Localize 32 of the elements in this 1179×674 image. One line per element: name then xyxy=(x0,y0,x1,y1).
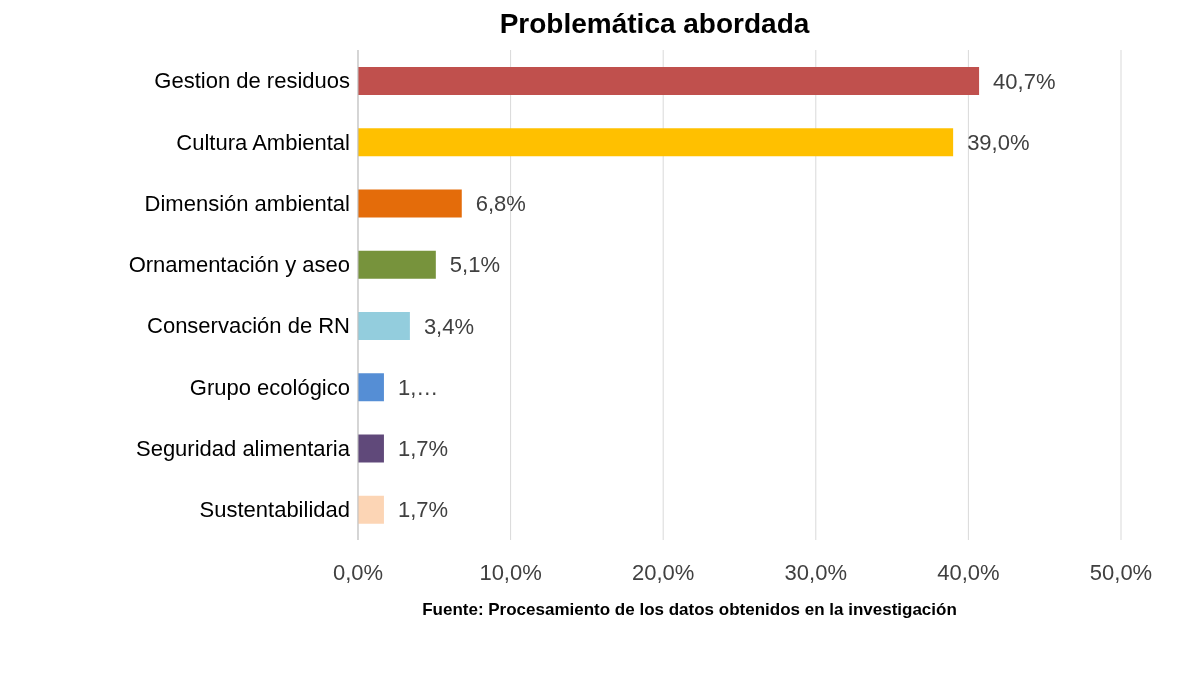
chart-title: Problemática abordada xyxy=(498,8,811,40)
y-tick-label: Grupo ecológico xyxy=(189,374,350,400)
data-label: 3,4% xyxy=(423,313,475,339)
data-label: 6,8% xyxy=(475,191,526,217)
bar xyxy=(358,250,436,279)
bar xyxy=(358,312,410,340)
y-tick-label: Conservación de RN xyxy=(147,313,350,339)
x-tick-label: 10,0% xyxy=(479,559,542,585)
data-label: 1,7% xyxy=(397,436,449,462)
x-tick-label: 20,0% xyxy=(632,559,695,585)
x-tick-label: 50,0% xyxy=(1089,559,1153,585)
y-tick-label: Seguridad alimentaria xyxy=(135,435,351,461)
data-label: 1,7% xyxy=(397,497,449,523)
bar xyxy=(358,128,954,157)
x-tick-label: 40,0% xyxy=(937,559,1000,585)
data-label: 5,1% xyxy=(449,252,500,278)
bar xyxy=(358,373,384,402)
bar xyxy=(358,67,980,95)
bar xyxy=(358,189,462,218)
data-label: 1,… xyxy=(397,374,439,400)
x-tick-label: 0,0% xyxy=(332,559,384,585)
y-tick-label: Ornamentación y aseo xyxy=(128,252,350,278)
x-tick-label: 30,0% xyxy=(784,559,847,585)
y-tick-label: Gestion de residuos xyxy=(154,68,350,94)
bar xyxy=(358,495,384,524)
data-label: 40,7% xyxy=(993,68,1056,94)
y-tick-label: Cultura Ambiental xyxy=(176,129,350,155)
source-note: Fuente: Procesamiento de los datos obtenidos en la investigación xyxy=(421,600,958,620)
y-tick-label: Dimensión ambiental xyxy=(144,190,350,216)
bar xyxy=(358,434,384,463)
data-label: 39,0% xyxy=(967,129,1030,155)
y-tick-label: Sustentabilidad xyxy=(199,497,350,523)
